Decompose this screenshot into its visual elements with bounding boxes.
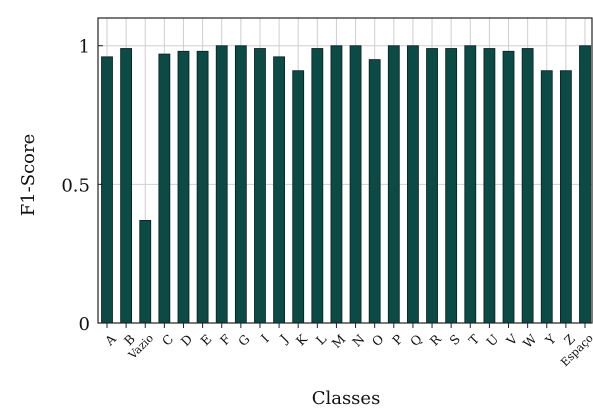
bar-vazio [139,220,152,324]
bar-s [445,48,458,324]
bar-v [502,50,515,324]
bar-p [387,45,400,324]
y-axis-ticks: 00.51 [61,37,103,335]
x-tick-label: M [329,331,349,351]
bar-t [464,45,477,324]
x-tick-label: I [258,331,272,345]
bar-d [177,50,190,324]
x-tick-label: C [159,331,176,348]
grid-layer [98,18,592,324]
x-tick-label: Q [407,331,425,349]
bar-k [292,70,305,324]
x-tick-label: J [275,331,291,347]
bar-i [254,48,266,324]
bar-r [426,48,438,324]
bar-a [101,56,113,324]
bar-n [349,45,362,324]
x-tick-label: G [235,331,253,349]
bar-layer [101,45,591,324]
x-tick-label: K [293,331,311,349]
bar-u [483,48,496,324]
x-tick-label: Y [542,331,560,349]
x-tick-label: D [178,331,196,349]
plot-frame [97,17,593,324]
bar-c [158,53,171,324]
y-tick-label: 1 [79,37,90,58]
x-tick-label: P [389,331,406,348]
x-tick-label: R [427,331,445,349]
y-tick-label: 0.5 [61,175,90,196]
x-tick-label: T [466,331,483,348]
y-axis-label: F1-Score [18,134,39,217]
x-tick-label: A [101,331,119,349]
x-tick-label: V [503,331,521,349]
bar-g [234,45,247,324]
x-tick-label: N [349,331,367,349]
bar-m [330,45,343,324]
bar-e [196,50,209,324]
x-tick-label: F [217,331,234,348]
y-tick-label: 0 [79,314,90,335]
bar-w [521,48,534,324]
bar-o [368,59,381,324]
x-tick-label: O [369,331,387,349]
bar-b [120,48,133,324]
bar-y [540,70,553,324]
x-tick-label: S [446,331,463,348]
x-tick-label: W [520,331,540,351]
bar-j [273,56,285,324]
x-tick-label: U [483,331,501,349]
bar-q [407,45,419,324]
x-tick-label: E [197,331,214,348]
x-axis-label: Classes [312,388,381,409]
bar-l [311,48,324,324]
x-tick-label: L [313,331,329,347]
bar-z [559,70,572,324]
bar-espaço [579,45,591,324]
bar-f [215,45,228,324]
